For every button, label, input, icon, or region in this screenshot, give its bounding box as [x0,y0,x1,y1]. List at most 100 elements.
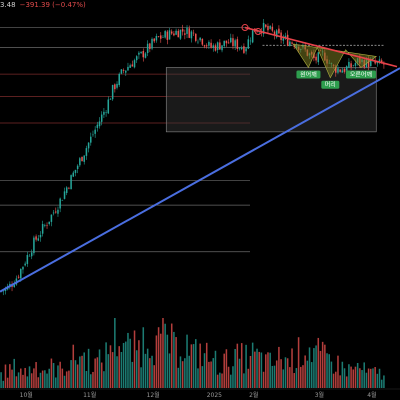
volume-bar-90 [197,368,199,388]
volume-bar-170 [372,368,374,388]
candle-body-57 [125,70,127,73]
volume-bar-79 [173,331,175,388]
candle-body-72 [157,36,160,37]
candle-body-133 [291,42,293,44]
candle-body-49 [107,99,110,114]
volume-bar-5 [11,369,13,388]
volume-bar-153 [335,371,337,388]
pattern-label-bg-2 [345,70,376,79]
volume-bar-27 [59,361,61,388]
volume-bar-76 [166,334,169,388]
candle-body-5 [11,285,13,287]
resistance-trendline [244,26,398,68]
volume-bar-77 [168,353,171,388]
volume-bar-3 [6,377,9,388]
volume-bar-55 [120,351,123,388]
candle-body-43 [94,129,96,134]
volume-bar-151 [330,361,333,388]
volume-bar-46 [100,362,103,388]
volume-bar-147 [321,341,324,388]
candle-body-101 [221,45,223,51]
candle-body-157 [343,68,346,72]
candle-body-168 [367,58,370,67]
candle-body-113 [247,39,250,49]
volume-bar-161 [352,369,355,388]
candle-body-156 [341,70,344,73]
volume-bar-86 [188,355,190,388]
candle-body-71 [155,35,158,41]
volume-bar-80 [175,337,177,388]
candle-body-20 [44,225,46,226]
volume-bar-174 [380,379,383,388]
price-value: 3.48 [0,1,16,9]
volume-bar-38 [83,352,85,388]
candle-body-59 [129,65,131,68]
volume-bar-163 [356,362,359,388]
volume-bar-145 [317,337,320,388]
candle-body-122 [267,25,269,31]
marker-point-0 [241,24,249,32]
volume-bar-39 [85,370,88,388]
volume-bar-72 [157,327,160,388]
volume-bar-74 [162,318,164,388]
candle-body-39 [85,148,88,156]
candle-body-100 [219,42,221,50]
volume-series [0,318,385,388]
candle-body-30 [65,187,68,193]
volume-bar-91 [199,343,201,388]
volume-bar-56 [122,342,125,388]
volume-bar-69 [151,355,153,388]
volume-bar-122 [267,352,269,388]
volume-bar-73 [160,333,162,388]
candle-body-161 [352,65,355,67]
candle-body-82 [179,29,182,39]
volume-bar-110 [240,343,243,388]
candle-body-95 [208,41,210,46]
candle-body-85 [186,27,188,34]
volume-bar-13 [28,366,31,388]
candle-body-129 [282,38,285,41]
price-change: −391.39 (−0.47%) [19,1,86,9]
volume-bar-8 [17,372,20,388]
candle-body-37 [81,156,83,162]
candle-body-109 [238,47,241,49]
volume-bar-154 [337,355,339,388]
volume-bar-25 [55,377,57,388]
candle-body-123 [269,26,271,29]
volume-bar-97 [212,358,215,388]
volume-bar-16 [35,362,37,388]
volume-bar-131 [286,358,289,388]
pattern-label-bg-1 [321,80,340,89]
candle-body-171 [374,60,376,64]
volume-bar-116 [254,351,256,388]
x-tick-label-4: 2월 [249,391,258,399]
candle-body-124 [271,26,274,31]
candle-body-173 [378,59,381,63]
candle-body-144 [315,56,317,61]
candle-body-68 [149,43,151,49]
candle-body-103 [225,40,228,44]
volume-bar-48 [105,342,107,388]
volume-bar-54 [118,346,120,388]
pattern-label-1: 머리 [325,81,336,89]
volume-bar-141 [308,347,311,388]
volume-bar-28 [61,368,64,388]
candle-body-16 [35,236,37,240]
candle-body-127 [278,28,280,34]
volume-bar-14 [30,373,33,388]
volume-bar-107 [234,348,236,388]
volume-bar-34 [74,360,77,388]
volume-bar-58 [127,332,129,388]
volume-bar-169 [370,368,372,388]
volume-bar-136 [297,337,300,388]
pattern-label-2: 오른어깨 [350,70,372,78]
candle-body-89 [195,33,197,41]
volume-bar-82 [179,356,182,388]
pattern-label-bg-0 [296,70,321,79]
candle-body-6 [13,284,15,288]
candle-body-36 [79,158,81,166]
volume-bar-157 [343,368,346,388]
volume-bar-108 [236,343,239,388]
candle-body-19 [41,224,44,234]
